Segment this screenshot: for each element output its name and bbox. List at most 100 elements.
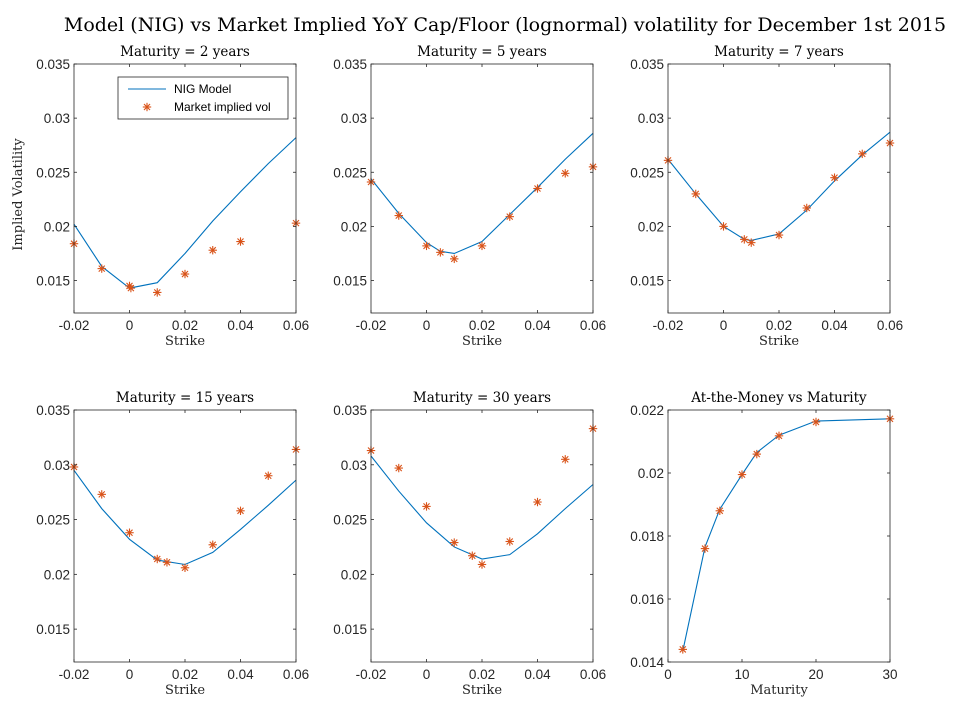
nig-model-line bbox=[682, 418, 891, 652]
x-tick-label: 0.04 bbox=[227, 667, 254, 682]
market-vol-point bbox=[450, 254, 459, 264]
nig-model-line bbox=[370, 132, 594, 255]
y-tick-label: 0.02 bbox=[638, 219, 664, 234]
market-vol-point bbox=[468, 551, 477, 560]
legend-label: Market implied vol bbox=[174, 100, 271, 114]
x-axis-label: Strike bbox=[165, 683, 205, 698]
x-tick-label: -0.02 bbox=[59, 318, 90, 333]
plot-area bbox=[668, 410, 890, 662]
market-vol-point bbox=[715, 506, 724, 515]
x-tick-label: 0.02 bbox=[469, 318, 495, 333]
y-tick-label: 0.015 bbox=[630, 274, 664, 289]
market-vol-point bbox=[740, 235, 749, 244]
x-tick-label: 0.04 bbox=[227, 318, 254, 333]
market-vol-point bbox=[97, 490, 106, 499]
y-axis-label: Implied Volatility bbox=[11, 138, 26, 251]
x-tick-label: 0 bbox=[126, 667, 134, 682]
x-tick-label: -0.02 bbox=[653, 318, 684, 333]
x-tick-label: 0 bbox=[423, 318, 431, 333]
x-tick-label: 20 bbox=[808, 667, 823, 682]
y-tick-label: 0.02 bbox=[638, 466, 664, 481]
x-tick-label: -0.02 bbox=[356, 318, 387, 333]
subplot-4: -0.02 0 0.02 0.04 0.06 0.015 0.02 0.025 0.03 0.03… bbox=[36, 390, 309, 698]
y-tick-label: 0.025 bbox=[36, 513, 70, 528]
subplot-title: Maturity = 2 years bbox=[120, 44, 250, 60]
subplot-3: -0.02 0 0.02 0.04 0.06 0.015 0.02 0.025 0.03 0.03… bbox=[630, 44, 903, 349]
x-tick-label: -0.02 bbox=[59, 667, 90, 682]
y-tick-label: 0.018 bbox=[630, 529, 664, 544]
market-vol-point bbox=[422, 502, 431, 511]
plot-area bbox=[668, 64, 890, 313]
market-vol-point bbox=[236, 506, 245, 515]
market-vol-point bbox=[858, 149, 867, 159]
legend-label: NIG Model bbox=[174, 82, 231, 96]
plot-area bbox=[371, 64, 593, 313]
market-vol-point bbox=[264, 471, 273, 480]
x-tick-label: 0.02 bbox=[172, 318, 198, 333]
market-vol-point bbox=[394, 463, 403, 473]
subplot-6: 0 10 20 30 0.014 0.016 0.018 0.02 0.022 At-the-Mo… bbox=[630, 390, 897, 698]
market-vol-point bbox=[180, 563, 190, 572]
x-tick-label: 0.06 bbox=[580, 318, 606, 333]
market-vol-point bbox=[561, 455, 570, 464]
x-tick-label: 0 bbox=[126, 318, 134, 333]
x-axis-label: Strike bbox=[759, 334, 799, 349]
market-vol-point bbox=[505, 537, 514, 546]
x-tick-label: 0.02 bbox=[469, 667, 495, 682]
x-tick-label: 0.06 bbox=[283, 667, 309, 682]
market-vol-point bbox=[774, 230, 784, 240]
market-vol-point bbox=[830, 173, 839, 182]
market-vol-point bbox=[737, 470, 747, 479]
x-tick-label: 0 bbox=[720, 318, 728, 333]
market-vol-point bbox=[153, 554, 162, 564]
x-tick-label: 0.02 bbox=[172, 667, 198, 682]
y-tick-label: 0.02 bbox=[341, 567, 367, 582]
y-tick-label: 0.03 bbox=[44, 458, 70, 473]
y-tick-label: 0.015 bbox=[333, 274, 367, 289]
market-vol-point bbox=[811, 417, 821, 427]
x-tick-label: -0.02 bbox=[356, 667, 387, 682]
market-vol-point bbox=[747, 238, 756, 247]
x-tick-label: 0.06 bbox=[580, 667, 606, 682]
market-vol-point bbox=[125, 528, 134, 537]
subplot-grid: -0.02 0 0.02 0.04 0.06 0.015 0.02 0.025 0.03 0.03… bbox=[11, 44, 903, 698]
x-tick-label: 30 bbox=[882, 667, 897, 682]
y-tick-label: 0.025 bbox=[333, 165, 367, 180]
y-tick-label: 0.02 bbox=[341, 219, 367, 234]
x-axis-label: Maturity bbox=[750, 683, 808, 698]
market-vol-point bbox=[422, 241, 431, 251]
market-vol-point bbox=[97, 264, 106, 273]
legend: NIG Model Market implied vol bbox=[117, 76, 289, 120]
market-vol-point bbox=[162, 558, 172, 567]
market-vol-point bbox=[126, 283, 136, 293]
y-tick-label: 0.02 bbox=[44, 567, 70, 582]
x-tick-label: 0 bbox=[423, 667, 431, 682]
market-vol-point bbox=[153, 288, 162, 297]
x-tick-label: 0.04 bbox=[821, 318, 848, 333]
x-tick-label: 0.06 bbox=[877, 318, 903, 333]
market-vol-point bbox=[533, 184, 542, 193]
market-vol-point bbox=[700, 544, 710, 553]
x-tick-label: 0.04 bbox=[524, 667, 551, 682]
market-vol-point bbox=[450, 538, 459, 547]
y-tick-label: 0.035 bbox=[630, 57, 664, 72]
y-tick-label: 0.016 bbox=[630, 592, 664, 607]
x-tick-label: 10 bbox=[734, 667, 749, 682]
subplot-2: -0.02 0 0.02 0.04 0.06 0.015 0.02 0.025 0.03 0.03… bbox=[333, 44, 606, 349]
y-tick-label: 0.015 bbox=[36, 622, 70, 637]
x-tick-label: 0.04 bbox=[524, 318, 551, 333]
y-tick-label: 0.025 bbox=[333, 513, 367, 528]
y-tick-label: 0.02 bbox=[44, 219, 70, 234]
market-vol-point bbox=[477, 241, 487, 251]
market-vol-point bbox=[678, 645, 687, 654]
y-tick-label: 0.014 bbox=[630, 655, 664, 670]
y-tick-label: 0.03 bbox=[44, 111, 70, 126]
market-vol-point bbox=[774, 431, 784, 441]
market-vol-point bbox=[802, 203, 811, 213]
nig-model-line bbox=[370, 455, 594, 560]
x-tick-label: 0 bbox=[664, 667, 672, 682]
x-tick-label: 0.06 bbox=[283, 318, 309, 333]
y-tick-label: 0.015 bbox=[36, 274, 70, 289]
y-tick-label: 0.035 bbox=[333, 403, 367, 418]
y-tick-label: 0.03 bbox=[341, 458, 367, 473]
